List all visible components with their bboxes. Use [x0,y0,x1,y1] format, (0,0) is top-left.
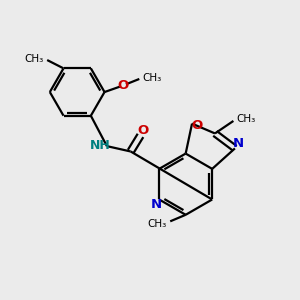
Text: CH₃: CH₃ [143,74,162,83]
Text: O: O [191,119,202,132]
Text: NH: NH [90,139,111,152]
Text: CH₃: CH₃ [236,115,256,124]
Text: CH₃: CH₃ [24,54,44,64]
Text: O: O [117,79,129,92]
Text: N: N [151,198,162,211]
Text: CH₃: CH₃ [147,219,167,229]
Text: O: O [137,124,148,136]
Text: N: N [233,137,244,150]
